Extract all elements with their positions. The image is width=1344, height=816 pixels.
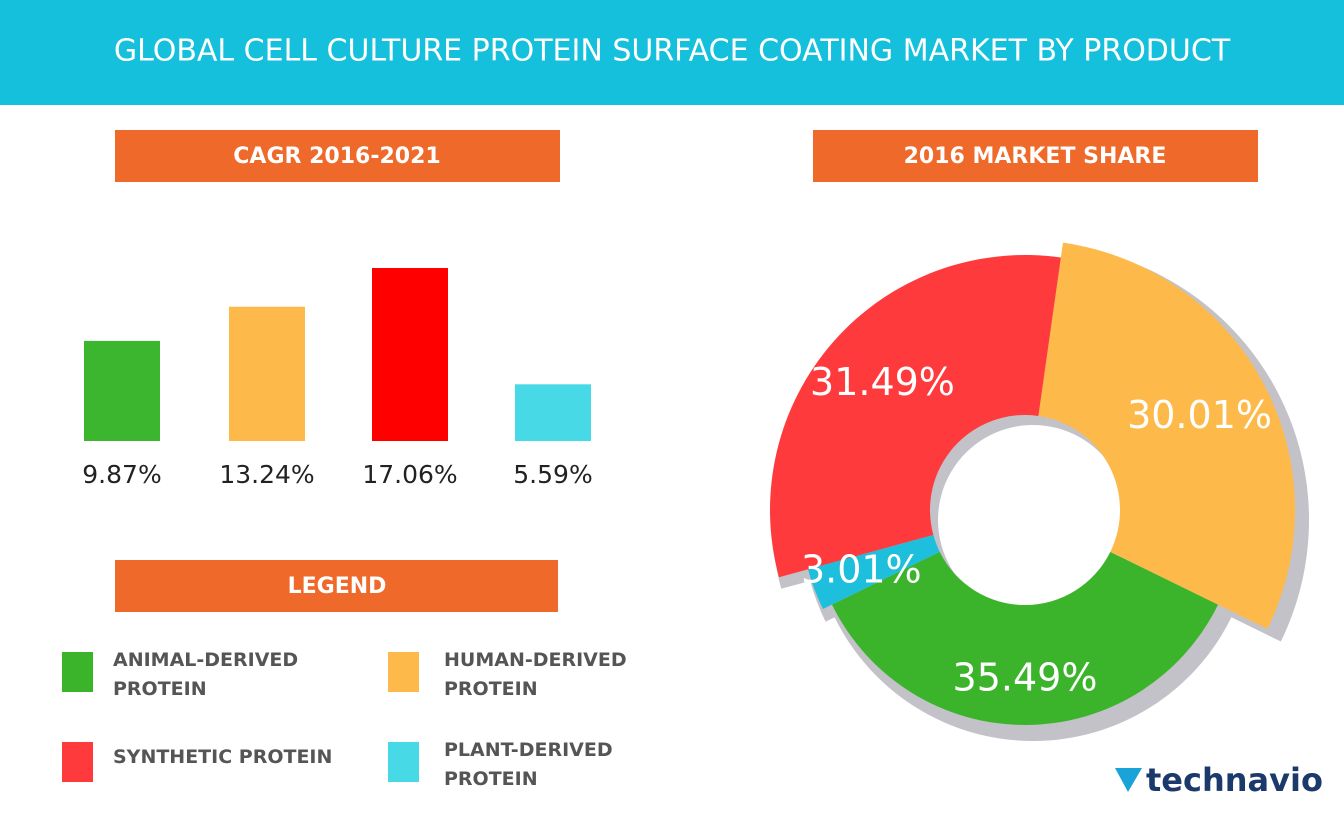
pie-title: 2016 MARKET SHARE [904, 144, 1167, 169]
legend-label: HUMAN-DERIVED PROTEIN [444, 649, 627, 700]
slice-label: 3.01% [801, 547, 922, 591]
legend-swatch [62, 742, 93, 782]
legend-label: ANIMAL-DERIVED PROTEIN [113, 649, 299, 700]
bar [515, 384, 591, 441]
page-title: GLOBAL CELL CULTURE PROTEIN SURFACE COAT… [114, 34, 1231, 69]
slice [770, 255, 1061, 578]
section-box [813, 130, 1258, 182]
brand: technavio [1146, 761, 1323, 799]
slice-label: 30.01% [1127, 393, 1272, 437]
value-label: 17.06% [362, 460, 457, 489]
slice-label: 31.49% [810, 360, 955, 404]
slice-label: 35.49% [953, 656, 1098, 700]
value-label: 9.87% [82, 460, 161, 489]
legend-swatch [62, 652, 93, 692]
slice [831, 551, 1219, 726]
slice [1038, 242, 1296, 629]
legend-label: PLANT-DERIVED PROTEIN [444, 739, 613, 790]
legend-title: LEGEND [288, 574, 387, 599]
legend-label: SYNTHETIC PROTEIN [113, 746, 333, 768]
bar [372, 268, 448, 441]
legend-swatch [388, 742, 419, 782]
brand-icon [1115, 768, 1142, 792]
value-label: 13.24% [219, 460, 314, 489]
section-box [115, 130, 560, 182]
bar [229, 306, 305, 441]
legend-swatch [388, 652, 419, 692]
value-label: 5.59% [513, 460, 592, 489]
section-box [115, 560, 558, 612]
bar-title: CAGR 2016-2021 [233, 144, 440, 169]
header-bar [0, 0, 1344, 105]
slice [807, 535, 940, 610]
bar [84, 340, 160, 441]
